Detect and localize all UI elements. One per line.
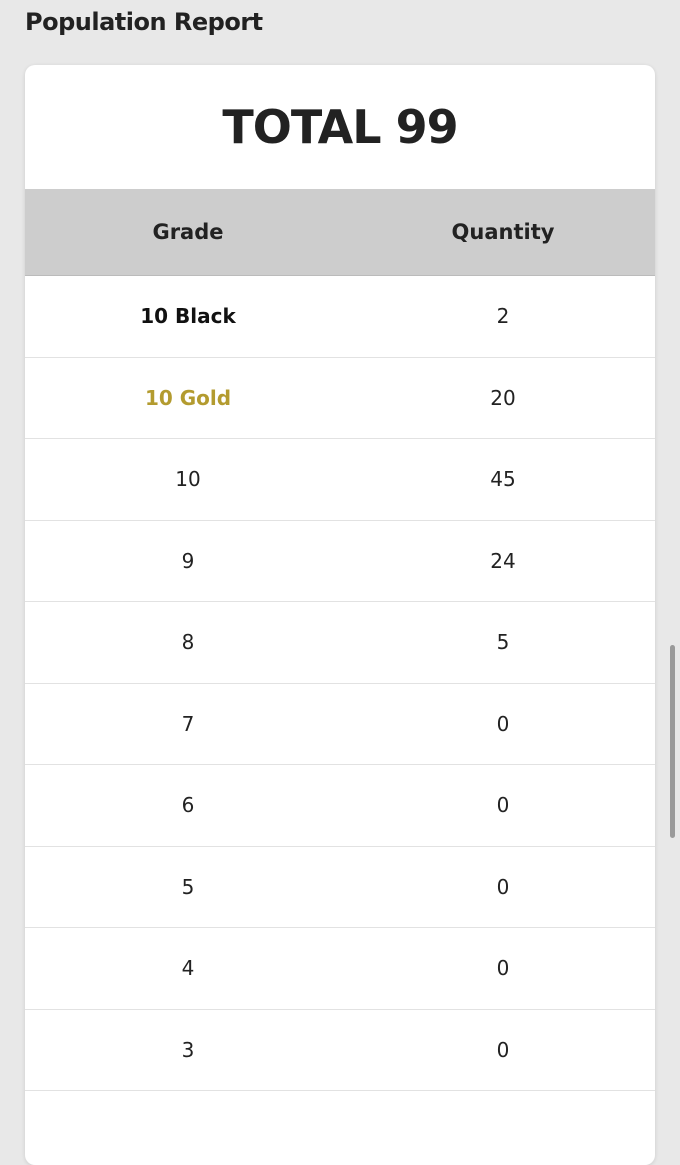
grade-cell: 8 bbox=[181, 630, 195, 655]
grade-cell: 4 bbox=[181, 956, 195, 981]
grade-cell: 5 bbox=[181, 874, 195, 899]
table-body: 10 Black 2 10 Gold 20 10 45 9 24 8 5 7 0 6 0 5 0 4 0 3 0 bbox=[25, 276, 655, 1091]
scrollbar-thumb[interactable] bbox=[670, 645, 675, 838]
table-row: 10 Black 2 bbox=[25, 276, 655, 358]
quantity-cell: 45 bbox=[490, 467, 516, 492]
quantity-cell: 0 bbox=[496, 956, 510, 981]
quantity-cell: 0 bbox=[496, 874, 510, 899]
grade-cell: 7 bbox=[181, 711, 195, 736]
table-row: 10 45 bbox=[25, 439, 655, 521]
quantity-cell: 5 bbox=[496, 630, 510, 655]
quantity-cell: 24 bbox=[490, 548, 516, 573]
quantity-cell: 0 bbox=[496, 793, 510, 818]
quantity-cell: 2 bbox=[496, 304, 510, 329]
grade-cell: 10 bbox=[175, 467, 201, 492]
header-quantity: Quantity bbox=[451, 220, 555, 244]
header-grade: Grade bbox=[152, 220, 224, 244]
quantity-cell: 20 bbox=[490, 385, 516, 410]
table-row: 9 24 bbox=[25, 521, 655, 602]
grade-cell: 9 bbox=[181, 548, 195, 573]
total-count: TOTAL 99 bbox=[222, 100, 458, 154]
quantity-cell: 0 bbox=[496, 1037, 510, 1062]
table-header: Grade Quantity bbox=[25, 189, 655, 276]
grade-cell: 6 bbox=[181, 793, 195, 818]
grade-cell: 3 bbox=[181, 1037, 195, 1062]
grade-cell: 10 Black bbox=[140, 304, 236, 329]
scrollbar-track[interactable] bbox=[664, 0, 680, 1080]
grade-cell: 10 Gold bbox=[144, 385, 232, 410]
page-title: Population Report bbox=[25, 8, 263, 36]
quantity-cell: 0 bbox=[496, 711, 510, 736]
population-card: TOTAL 99 Grade Quantity 10 Black 2 10 Gold… bbox=[25, 65, 655, 1165]
table-row: 10 Gold 20 bbox=[25, 358, 655, 439]
